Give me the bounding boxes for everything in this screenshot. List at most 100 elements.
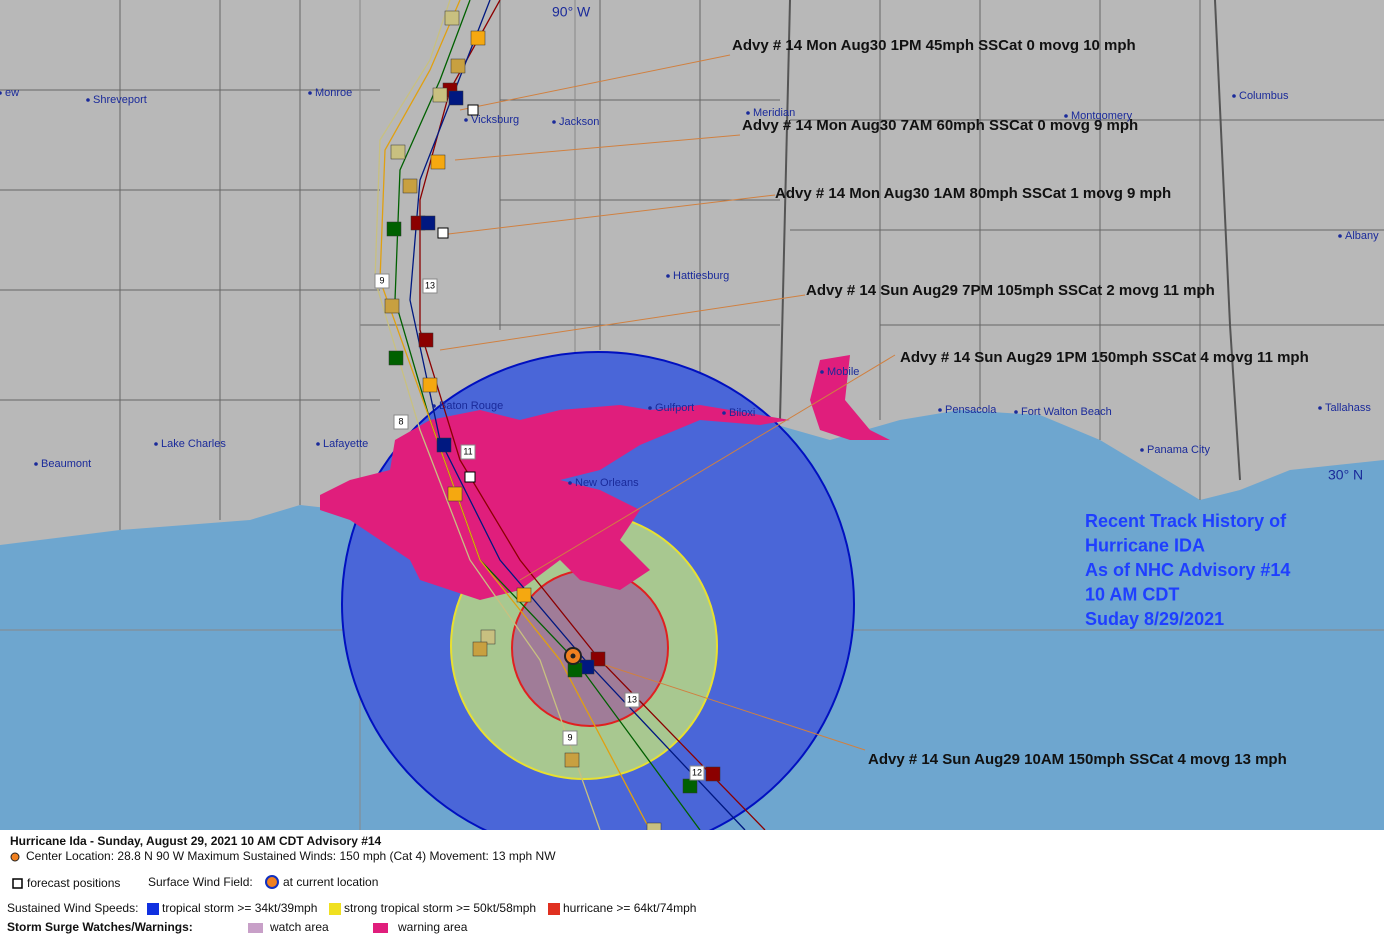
legend-center-icon xyxy=(10,852,20,862)
legend-item: tropical storm >= 34kt/39mph xyxy=(162,901,317,915)
legend-current: at current location xyxy=(283,875,378,889)
advisory-annotation: Advy # 14 Sun Aug29 1PM 150mph SSCat 4 m… xyxy=(900,349,1309,366)
track-label-box xyxy=(422,278,438,294)
legend-current-icon xyxy=(265,875,279,889)
city-label: Panama City xyxy=(1147,444,1210,456)
track-position xyxy=(432,87,448,103)
city-dot xyxy=(154,442,158,446)
city-label: Montgomery xyxy=(1071,110,1133,122)
track-position xyxy=(564,752,580,768)
legend-swatch xyxy=(147,903,159,915)
track-position xyxy=(447,486,463,502)
city-dot xyxy=(938,408,942,412)
city-dot xyxy=(568,481,572,485)
track-position xyxy=(682,778,698,794)
track-position xyxy=(470,30,486,46)
city-label: Monroe xyxy=(315,87,352,99)
track-label: 13 xyxy=(425,280,435,290)
track-position xyxy=(450,58,466,74)
city-dot xyxy=(0,91,2,95)
city-label: Pensacola xyxy=(945,404,997,416)
city-dot xyxy=(722,411,726,415)
city-dot xyxy=(1318,406,1322,410)
city-dot xyxy=(1064,114,1068,118)
track-label-box xyxy=(562,730,578,746)
track-label-box xyxy=(460,444,476,460)
city-dot xyxy=(308,91,312,95)
leader-lines xyxy=(439,54,896,751)
current-location-center xyxy=(570,653,576,659)
track-position xyxy=(386,221,402,237)
forecast-position xyxy=(437,227,449,239)
legend-swatch xyxy=(329,903,341,915)
city-dot xyxy=(432,404,436,408)
city-dot xyxy=(552,120,556,124)
city-label: Baton Rouge xyxy=(439,400,503,412)
city-label: Gulfport xyxy=(655,402,694,414)
city-label: Mobile xyxy=(827,366,859,378)
forecast-position xyxy=(464,471,476,483)
city-dot xyxy=(746,111,750,115)
track-label-box xyxy=(374,273,390,289)
track-position xyxy=(444,10,460,26)
legend-forecast-icon xyxy=(12,878,23,889)
track-label: 12 xyxy=(692,767,702,777)
legend-sustained: Sustained Wind Speeds: xyxy=(7,901,138,915)
city-label: Albany xyxy=(1345,230,1379,242)
city-label: Lafayette xyxy=(323,438,368,450)
city-dot xyxy=(648,406,652,410)
city-dot xyxy=(86,98,90,102)
legend-center: Center Location: 28.8 N 90 W Maximum Sus… xyxy=(26,849,556,863)
city-dot xyxy=(666,274,670,278)
track-position xyxy=(480,629,496,645)
legend-swatch xyxy=(248,923,263,933)
track-position xyxy=(430,154,446,170)
track-position xyxy=(567,662,583,678)
city-label: Shreveport xyxy=(93,94,147,106)
track-label: 9 xyxy=(379,275,384,285)
legend-surge: Storm Surge Watches/Warnings: xyxy=(7,920,193,934)
city-dot xyxy=(1338,234,1342,238)
info-text: Hurricane IDA xyxy=(1085,535,1205,555)
longitude-label: 90° W xyxy=(552,4,591,20)
info-text: Suday 8/29/2021 xyxy=(1085,609,1224,629)
track-position xyxy=(390,144,406,160)
city-dot xyxy=(1014,410,1018,414)
track-position xyxy=(590,651,606,667)
city-label: Vicksburg xyxy=(471,114,519,126)
city-label: Hattiesburg xyxy=(673,270,729,282)
advisory-annotation: Advy # 14 Mon Aug30 1PM 45mph SSCat 0 mo… xyxy=(732,37,1136,54)
track-position xyxy=(388,350,404,366)
track-positions: 13 9 12 13 11 9 8 xyxy=(374,10,721,838)
track-label-box xyxy=(624,692,640,708)
legend-title: Hurricane Ida - Sunday, August 29, 2021 … xyxy=(10,834,382,848)
track-position xyxy=(402,178,418,194)
advisory-annotation: Advy # 14 Sun Aug29 10AM 150mph SSCat 4 … xyxy=(868,751,1287,768)
city-dot xyxy=(34,462,38,466)
city-label: Beaumont xyxy=(41,458,91,470)
track-position xyxy=(705,766,721,782)
city-label: Meridian xyxy=(753,107,795,119)
track-label: 11 xyxy=(463,446,472,456)
track-position xyxy=(384,298,400,314)
track-position xyxy=(418,332,434,348)
legend-item: warning area xyxy=(397,920,468,934)
city-dot xyxy=(316,442,320,446)
info-text: 10 AM CDT xyxy=(1085,584,1179,604)
track-position xyxy=(472,641,488,657)
track-position xyxy=(422,377,438,393)
legend-item: hurricane >= 64kt/74mph xyxy=(563,901,696,915)
track-position xyxy=(448,90,464,106)
city-label: Tallahass xyxy=(1325,402,1371,414)
legend-item: watch area xyxy=(269,920,329,934)
city-label: ew xyxy=(5,87,19,99)
legend-swatch xyxy=(548,903,560,915)
track-position xyxy=(420,215,436,231)
legend-forecast: forecast positions xyxy=(27,876,120,890)
info-text: Recent Track History of xyxy=(1085,511,1287,531)
city-label: Biloxi xyxy=(729,407,755,419)
forecast-position xyxy=(467,104,479,116)
legend-panel xyxy=(0,830,1384,940)
city-label: New Orleans xyxy=(575,477,639,489)
city-dot xyxy=(1140,448,1144,452)
